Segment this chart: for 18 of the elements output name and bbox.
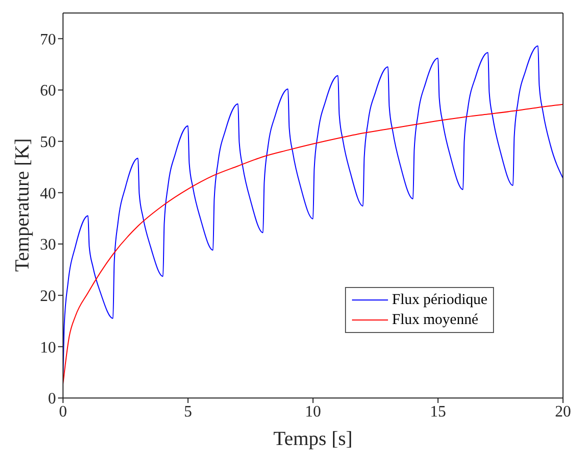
y-tick-label: 30 bbox=[40, 236, 56, 254]
y-tick-label: 60 bbox=[40, 82, 56, 100]
y-tick-label: 0 bbox=[48, 390, 56, 408]
y-tick-label: 50 bbox=[40, 134, 56, 152]
y-tick-label: 10 bbox=[40, 339, 56, 356]
y-axis-title: Temperature [K] bbox=[12, 138, 34, 272]
y-tick-label: 70 bbox=[40, 31, 56, 48]
legend-label: Flux périodique bbox=[392, 291, 488, 310]
y-tick-label: 20 bbox=[40, 288, 56, 306]
x-axis-title: Temps [s] bbox=[273, 428, 353, 450]
y-tick-label: 40 bbox=[40, 185, 56, 202]
legend-label: Flux moyenné bbox=[392, 311, 478, 330]
x-tick-label: 5 bbox=[184, 403, 192, 420]
x-tick-label: 10 bbox=[305, 403, 321, 420]
x-tick-label: 0 bbox=[59, 403, 67, 420]
x-tick-label: 20 bbox=[555, 403, 571, 420]
x-tick-label: 15 bbox=[430, 403, 446, 420]
line-series bbox=[63, 104, 563, 385]
